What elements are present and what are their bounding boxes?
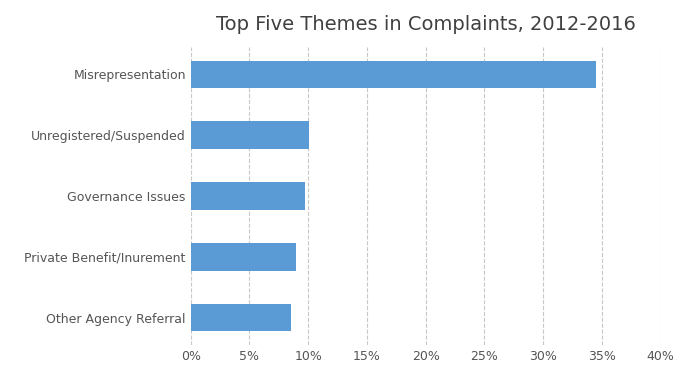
Bar <box>191 182 304 210</box>
Bar <box>191 61 596 88</box>
Bar <box>191 243 296 270</box>
Title: Top Five Themes in Complaints, 2012-2016: Top Five Themes in Complaints, 2012-2016 <box>216 15 635 34</box>
Bar <box>191 304 291 331</box>
Bar <box>191 122 309 149</box>
